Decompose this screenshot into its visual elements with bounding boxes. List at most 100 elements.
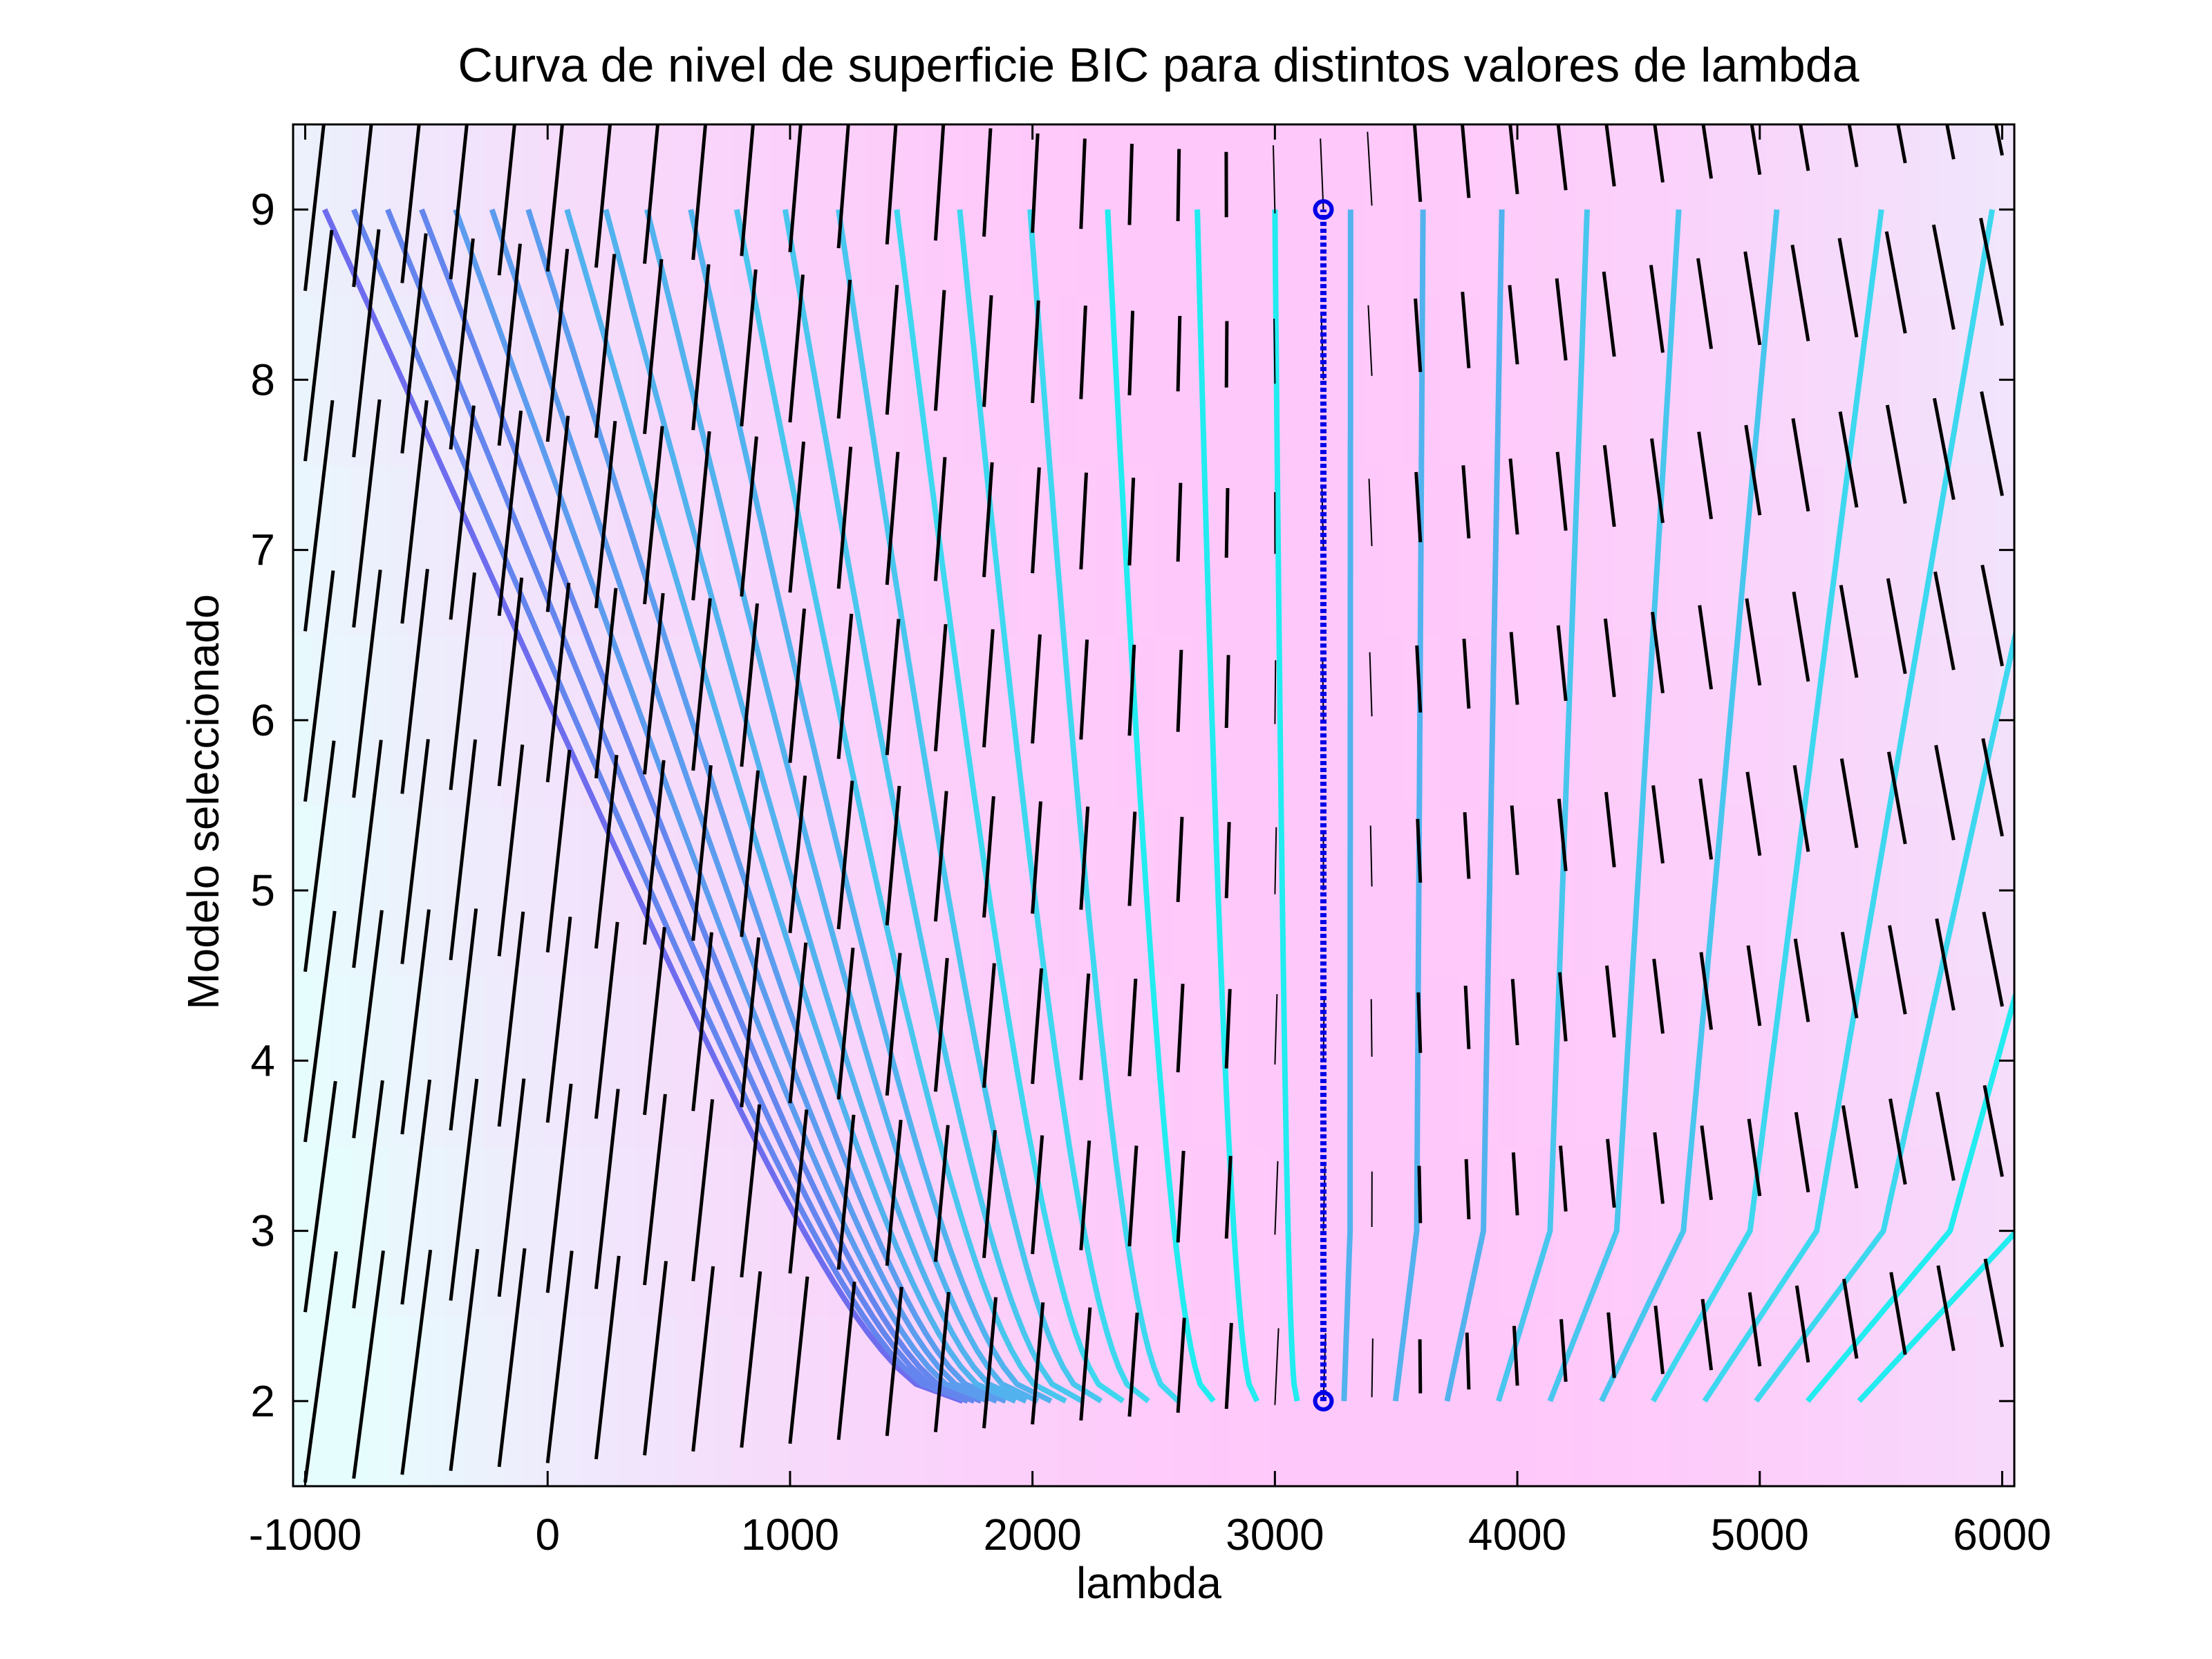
gradient-arrow bbox=[933, 624, 948, 751]
background-cell bbox=[713, 1315, 734, 1486]
background-cell bbox=[828, 1315, 849, 1486]
gradient-arrow bbox=[1176, 1150, 1185, 1243]
background-cell bbox=[1918, 805, 1939, 977]
background-cell bbox=[331, 124, 351, 296]
background-cell bbox=[427, 975, 447, 1147]
gradient-arrow bbox=[303, 570, 335, 802]
background-cell bbox=[1938, 1315, 1958, 1486]
gradient-arrow bbox=[449, 1248, 480, 1472]
gradient-arrow bbox=[1697, 431, 1714, 520]
gradient-arrow bbox=[1745, 771, 1762, 856]
gradient-arrow bbox=[1886, 578, 1907, 675]
gradient-arrow bbox=[1981, 738, 2004, 837]
background-cell bbox=[331, 465, 351, 636]
background-cell bbox=[713, 124, 734, 296]
background-cell bbox=[331, 805, 351, 977]
background-cell bbox=[1765, 635, 1785, 807]
gradient-arrow bbox=[400, 124, 421, 283]
gradient-arrow bbox=[1224, 655, 1230, 729]
background-cell bbox=[1441, 124, 1461, 296]
gradient-arrow bbox=[643, 927, 666, 1116]
contour-line bbox=[525, 208, 1007, 1404]
background-cell bbox=[580, 805, 600, 977]
background-cell bbox=[1154, 1315, 1174, 1486]
gradient-arrow bbox=[691, 264, 711, 431]
gradient-arrow bbox=[449, 1078, 479, 1301]
background-cell bbox=[1096, 805, 1116, 977]
background-cell bbox=[1192, 1315, 1212, 1486]
gradient-arrow bbox=[1176, 482, 1183, 562]
background-cell bbox=[1441, 465, 1461, 636]
background-cell bbox=[1574, 975, 1595, 1147]
background-cell bbox=[656, 1145, 677, 1317]
gradient-arrow bbox=[1842, 1278, 1859, 1359]
background-cell bbox=[1287, 124, 1308, 296]
background-cell bbox=[1765, 975, 1785, 1147]
contour-lines bbox=[321, 208, 2014, 1404]
background-cell bbox=[1574, 805, 1595, 977]
gradient-arrow bbox=[1508, 285, 1519, 365]
background-cell bbox=[1765, 465, 1785, 636]
background-cell bbox=[1249, 805, 1269, 977]
gradient-arrow bbox=[303, 229, 334, 462]
background-cell bbox=[1383, 294, 1403, 466]
background-cell bbox=[752, 124, 772, 296]
background-cell bbox=[1957, 975, 1977, 1147]
gradient-arrow bbox=[740, 770, 760, 937]
background-cell bbox=[1880, 1315, 1900, 1486]
gradient-arrow bbox=[1176, 816, 1184, 903]
gradient-arrow bbox=[982, 1130, 997, 1259]
gradient-arrow bbox=[545, 582, 571, 782]
background-cell bbox=[656, 1315, 677, 1486]
gradient-arrow bbox=[1701, 124, 1714, 179]
background-cell bbox=[1880, 294, 1900, 466]
x-tick-label: 5000 bbox=[1711, 1510, 1809, 1559]
gradient-arrow bbox=[1653, 1132, 1665, 1204]
gradient-arrow bbox=[400, 1249, 433, 1475]
background-cell bbox=[1154, 294, 1174, 466]
gradient-arrow bbox=[1698, 778, 1714, 860]
background-cell bbox=[1823, 975, 1843, 1147]
gradient-arrow bbox=[1367, 131, 1373, 206]
background-cell bbox=[465, 635, 485, 807]
bic-surface-background bbox=[293, 124, 2014, 1486]
background-cell bbox=[1861, 1315, 1882, 1486]
background-cell bbox=[541, 1145, 562, 1317]
gradient-arrow bbox=[691, 1266, 715, 1452]
background-cell bbox=[1230, 1315, 1250, 1486]
background-cell bbox=[1058, 805, 1078, 977]
background-cell bbox=[388, 1145, 409, 1317]
chart-title: Curva de nivel de superficie BIC para di… bbox=[458, 38, 1859, 92]
gradient-arrow bbox=[643, 1094, 667, 1286]
background-cell bbox=[733, 1145, 753, 1317]
background-cell bbox=[388, 975, 409, 1147]
background-cell bbox=[1326, 635, 1346, 807]
gradient-arrow bbox=[885, 451, 900, 585]
gradient-arrows bbox=[303, 124, 2004, 1483]
gradient-arrow bbox=[303, 1080, 337, 1313]
background-cell bbox=[1536, 1315, 1556, 1486]
background-cell bbox=[1613, 124, 1633, 296]
background-cell bbox=[427, 465, 447, 636]
background-cell bbox=[1976, 805, 1996, 977]
optimum-marker-bottom bbox=[1313, 1390, 1334, 1412]
gradient-arrow bbox=[594, 1089, 620, 1289]
background-cell bbox=[1555, 1145, 1575, 1317]
gradient-arrow bbox=[982, 295, 993, 407]
background-cell bbox=[1364, 975, 1384, 1147]
contour-line bbox=[321, 208, 964, 1404]
gradient-arrow bbox=[352, 740, 383, 968]
gradient-arrow bbox=[1510, 979, 1519, 1046]
gradient-arrow bbox=[352, 124, 373, 288]
background-cell bbox=[1861, 294, 1882, 466]
background-cell bbox=[1823, 124, 1843, 296]
background-cell bbox=[388, 635, 409, 807]
background-cell bbox=[369, 635, 390, 807]
gradient-arrow bbox=[1512, 1325, 1519, 1386]
gradient-arrow bbox=[691, 765, 713, 941]
background-cell bbox=[388, 124, 409, 296]
background-cell bbox=[1708, 124, 1728, 296]
contour-line bbox=[733, 209, 1067, 1404]
background-cell bbox=[1555, 294, 1575, 466]
